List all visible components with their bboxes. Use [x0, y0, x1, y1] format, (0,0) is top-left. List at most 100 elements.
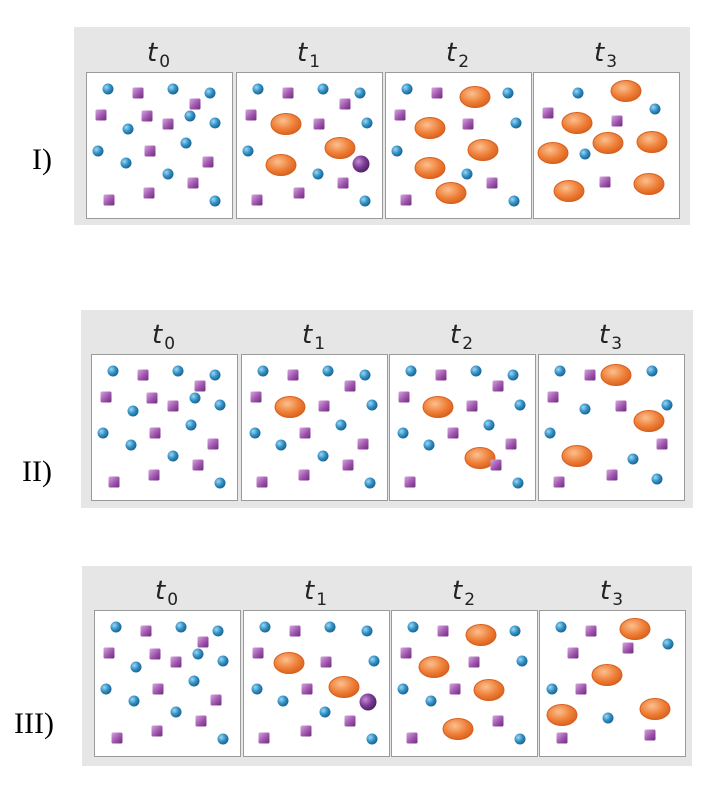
purple-square-particle — [656, 438, 668, 450]
time-panel — [94, 610, 241, 757]
blue-circle-particle — [107, 365, 119, 377]
blue-circle-particle — [364, 477, 376, 489]
time-symbol: t — [303, 576, 315, 606]
purple-square-particle — [282, 87, 294, 99]
purple-square-particle — [245, 109, 257, 121]
blue-circle-particle — [391, 145, 403, 157]
particle-canvas — [100, 621, 229, 745]
purple-sphere-intermediate — [352, 155, 370, 173]
purple-square-particle — [313, 118, 325, 130]
blue-circle-particle — [252, 83, 264, 95]
purple-square-particle — [189, 98, 201, 110]
purple-square-particle — [103, 194, 115, 206]
blue-circle-particle — [275, 439, 287, 451]
blue-circle-particle — [175, 621, 187, 633]
blue-circle-particle — [322, 365, 334, 377]
purple-square-particle — [437, 625, 449, 637]
purple-square-particle — [298, 469, 310, 481]
purple-square-particle — [287, 369, 299, 381]
blue-circle-particle — [555, 621, 567, 633]
orange-oval-product — [414, 157, 446, 179]
blue-circle-particle — [649, 103, 661, 115]
purple-square-particle — [251, 194, 263, 206]
blue-circle-particle — [359, 369, 371, 381]
blue-circle-particle — [544, 427, 556, 439]
orange-oval-product — [633, 410, 665, 432]
purple-square-particle — [141, 110, 153, 122]
purple-square-particle — [486, 177, 498, 189]
blue-circle-particle — [359, 195, 371, 207]
time-panel — [91, 354, 238, 501]
blue-circle-particle — [627, 453, 639, 465]
orange-oval-product — [328, 676, 360, 698]
orange-oval-product — [414, 117, 446, 139]
purple-square-particle — [108, 476, 120, 488]
blue-circle-particle — [209, 117, 221, 129]
purple-square-particle — [344, 380, 356, 392]
orange-oval-product — [459, 86, 491, 108]
orange-oval-product — [464, 447, 496, 469]
purple-square-particle — [553, 476, 565, 488]
purple-square-particle — [256, 476, 268, 488]
time-subscript: 1 — [314, 334, 326, 354]
purple-square-particle — [192, 459, 204, 471]
orange-oval-product — [418, 656, 450, 678]
orange-oval-product — [619, 618, 651, 640]
blue-circle-particle — [405, 365, 417, 377]
purple-square-particle — [466, 400, 478, 412]
purple-square-particle — [615, 400, 627, 412]
blue-circle-particle — [110, 621, 122, 633]
blue-circle-particle — [189, 392, 201, 404]
blue-circle-particle — [167, 83, 179, 95]
purple-square-particle — [575, 683, 587, 695]
purple-square-particle — [95, 109, 107, 121]
purple-square-particle — [542, 107, 554, 119]
purple-square-particle — [149, 648, 161, 660]
blue-circle-particle — [170, 706, 182, 718]
purple-square-particle — [103, 647, 115, 659]
blue-circle-particle — [217, 733, 229, 745]
time-panel — [389, 354, 536, 501]
blue-circle-particle — [97, 427, 109, 439]
time-symbol: t — [451, 576, 463, 606]
scenario-label: I) — [32, 143, 52, 176]
particle-canvas — [397, 365, 526, 489]
blue-circle-particle — [317, 450, 329, 462]
blue-circle-particle — [579, 403, 591, 415]
blue-circle-particle — [483, 419, 495, 431]
particle-canvas — [97, 365, 226, 489]
blue-circle-particle — [470, 365, 482, 377]
purple-square-particle — [492, 380, 504, 392]
orange-oval-product — [473, 679, 505, 701]
orange-oval-product — [636, 131, 668, 153]
blue-circle-particle — [554, 365, 566, 377]
blue-circle-particle — [242, 145, 254, 157]
blue-circle-particle — [361, 625, 373, 637]
blue-circle-particle — [514, 733, 526, 745]
orange-oval-product — [422, 396, 454, 418]
purple-square-particle — [599, 176, 611, 188]
blue-circle-particle — [354, 87, 366, 99]
purple-square-particle — [406, 732, 418, 744]
particle-canvas — [391, 83, 522, 207]
blue-circle-particle — [502, 87, 514, 99]
time-subscript: 3 — [611, 334, 623, 354]
purple-square-particle — [207, 438, 219, 450]
blue-circle-particle — [259, 621, 271, 633]
purple-square-particle — [194, 380, 206, 392]
orange-oval-product — [467, 139, 499, 161]
blue-circle-particle — [407, 621, 419, 633]
time-symbol: t — [445, 38, 457, 68]
purple-square-particle — [210, 694, 222, 706]
time-subscript: 0 — [159, 52, 171, 72]
